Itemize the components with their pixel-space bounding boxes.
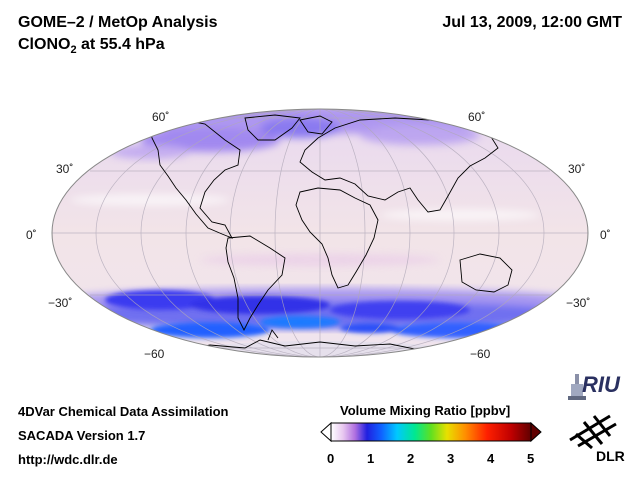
lat-label-s30-left: −30˚	[48, 296, 73, 310]
lat-label-s30-right: −30˚	[566, 296, 591, 310]
colorbar-max-arrow	[530, 421, 542, 443]
lat-label-n60-right: 60˚	[468, 110, 486, 124]
map-border	[51, 108, 589, 358]
colorbar-gradient	[330, 422, 532, 442]
colorbar-tick: 1	[367, 451, 375, 466]
timestamp: Jul 13, 2009, 12:00 GMT	[442, 14, 622, 31]
dlr-logo-text: DLR	[596, 448, 625, 464]
riu-logo: RIU	[568, 372, 628, 402]
colorbar-tick: 4	[487, 451, 495, 466]
footer-line-1: 4DVar Chemical Data Assimilation	[18, 404, 229, 419]
species-name: ClONO	[18, 36, 71, 53]
lat-label-n60-left: 60˚	[152, 110, 170, 124]
dlr-emblem-icon	[569, 414, 617, 450]
lat-label-n30-left: 30˚	[56, 162, 74, 176]
graticule	[52, 109, 588, 357]
map-subtitle: ClONO2 at 55.4 hPa	[18, 36, 165, 56]
riu-logo-text: RIU	[582, 372, 620, 397]
colorbar-min-arrow	[320, 421, 332, 443]
colorbar	[320, 421, 542, 443]
footer-line-2: SACADA Version 1.7	[18, 428, 146, 443]
lat-label-n30-right: 30˚	[568, 162, 586, 176]
lat-label-eq-left: 0˚	[26, 228, 37, 242]
lat-label-s60-left: −60	[144, 347, 165, 361]
colorbar-title: Volume Mixing Ratio [ppbv]	[340, 403, 511, 418]
colorbar-tick: 0	[327, 451, 335, 466]
riu-tower-icon	[568, 374, 586, 400]
map-title: GOME–2 / MetOp Analysis	[18, 14, 218, 31]
colorbar-tick: 3	[447, 451, 455, 466]
footer-url: http://wdc.dlr.de	[18, 452, 118, 467]
lat-label-s60-right: −60	[470, 347, 491, 361]
pressure-level: at 55.4 hPa	[76, 36, 165, 53]
data-field	[52, 109, 588, 357]
dlr-logo: DLR	[566, 410, 630, 470]
coastlines	[149, 114, 513, 357]
colorbar-tick: 2	[407, 451, 415, 466]
lat-label-eq-right: 0˚	[600, 228, 611, 242]
colorbar-tick: 5	[527, 451, 535, 466]
species-subscript: 2	[70, 44, 77, 57]
